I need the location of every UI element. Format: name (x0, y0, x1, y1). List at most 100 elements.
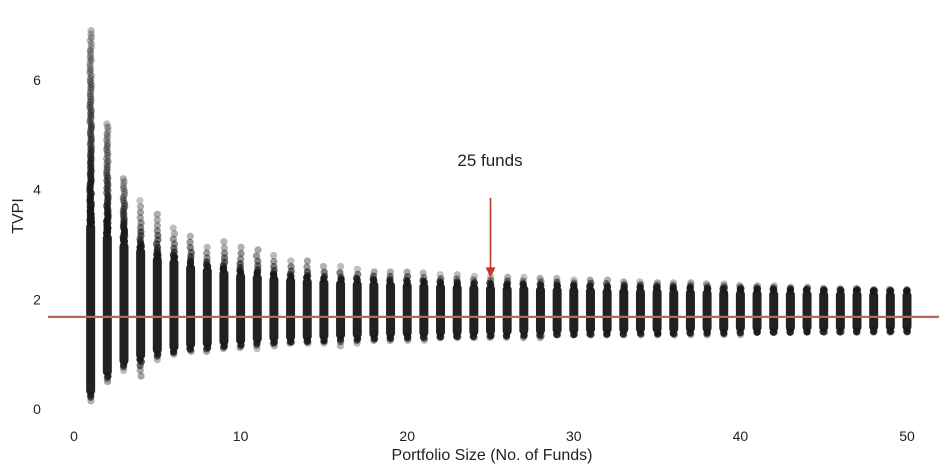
data-point (303, 268, 312, 276)
point-column (635, 278, 645, 339)
data-point (670, 331, 679, 339)
data-point (120, 191, 129, 199)
data-point (887, 287, 895, 295)
point-column (869, 285, 879, 336)
data-point (103, 377, 112, 386)
dense-point-band (719, 288, 729, 333)
data-point (286, 339, 294, 347)
x-tick-label: 10 (233, 428, 249, 444)
data-point (420, 336, 428, 345)
dense-point-band (885, 291, 895, 332)
data-point (587, 279, 595, 287)
data-point (220, 249, 229, 257)
data-point (104, 126, 112, 135)
data-point (603, 330, 611, 338)
data-point (86, 89, 95, 98)
data-point (120, 199, 128, 207)
data-point (119, 175, 127, 183)
data-point (136, 203, 145, 211)
dense-point-band (119, 241, 129, 366)
dense-point-band (352, 280, 362, 339)
data-point (137, 372, 145, 380)
data-point (669, 281, 677, 290)
data-point (103, 169, 111, 177)
y-tick-label: 0 (33, 401, 41, 417)
data-point (519, 277, 527, 285)
point-column (486, 272, 495, 342)
data-point (103, 139, 112, 147)
data-point (637, 330, 645, 338)
data-point (103, 130, 111, 138)
data-point (820, 328, 828, 336)
data-point (304, 339, 312, 347)
data-point (252, 252, 261, 260)
data-point (520, 332, 528, 340)
point-column (752, 282, 762, 336)
data-point (469, 333, 477, 341)
data-point (703, 284, 711, 292)
data-point (703, 282, 712, 290)
data-point (569, 331, 577, 339)
data-point (570, 281, 578, 289)
x-tick-label: 50 (899, 428, 915, 444)
x-tick-label: 0 (70, 428, 78, 444)
data-point (386, 268, 394, 276)
data-point (137, 223, 145, 232)
data-point (237, 243, 245, 251)
data-point (519, 280, 527, 288)
data-point (770, 328, 778, 336)
data-point (86, 92, 95, 101)
dense-point-band (169, 258, 179, 352)
point-column (302, 257, 312, 347)
data-point (202, 345, 211, 353)
data-point (136, 208, 145, 217)
point-column (535, 274, 545, 342)
point-column (152, 210, 162, 364)
data-point (852, 284, 860, 292)
point-column (286, 257, 296, 347)
data-point (220, 254, 229, 262)
data-point (220, 238, 228, 246)
annotation-arrowhead (485, 267, 496, 278)
point-column (252, 246, 262, 353)
dense-point-band (286, 276, 296, 342)
x-axis-label: Portfolio Size (No. of Funds) (392, 447, 593, 464)
data-point (320, 337, 328, 346)
point-column (236, 243, 246, 352)
dense-point-band (552, 286, 562, 335)
data-point (187, 346, 195, 354)
data-point (419, 269, 427, 277)
data-point (587, 331, 595, 339)
data-point (419, 277, 427, 285)
data-point (786, 328, 794, 336)
dense-point-band (585, 286, 595, 334)
data-point (470, 334, 478, 342)
point-column (169, 224, 179, 358)
data-point (153, 227, 161, 235)
data-point (436, 271, 444, 279)
data-point (853, 328, 861, 336)
data-point (203, 243, 211, 251)
point-column (802, 283, 812, 336)
data-point (736, 283, 744, 292)
x-tick-label: 30 (566, 428, 582, 444)
data-point (586, 276, 594, 284)
data-point (153, 210, 161, 218)
data-point (553, 274, 561, 283)
data-point (769, 284, 778, 292)
data-point (502, 334, 511, 342)
point-column (519, 273, 529, 342)
data-point (103, 142, 111, 151)
point-column (369, 268, 379, 345)
dense-point-band (252, 273, 262, 344)
data-point (203, 249, 211, 257)
data-point (136, 361, 144, 370)
data-point (353, 336, 361, 344)
data-point (454, 333, 462, 341)
dense-point-band (602, 287, 612, 334)
data-point (153, 352, 161, 360)
data-point (903, 328, 911, 336)
data-point (303, 263, 311, 271)
dense-point-band (669, 288, 679, 334)
